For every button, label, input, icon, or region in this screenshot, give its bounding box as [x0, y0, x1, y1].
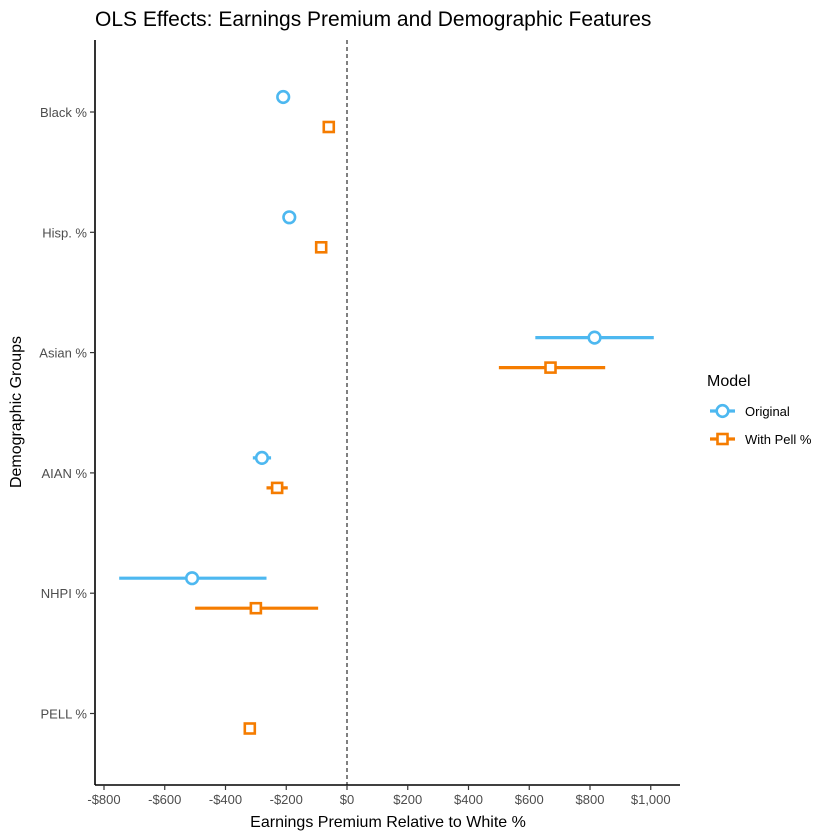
- x-tick-label: $400: [454, 792, 483, 807]
- y-tick-label: NHPI %: [41, 586, 88, 601]
- data-point: [254, 450, 270, 466]
- legend-title: Model: [707, 373, 751, 390]
- x-tick-label: $1,000: [631, 792, 671, 807]
- data-point: [544, 361, 557, 374]
- x-tick-label: $0: [340, 792, 354, 807]
- y-tick-label: Hisp. %: [42, 225, 87, 240]
- plot-area: [94, 40, 680, 786]
- x-tick-label: -$400: [209, 792, 242, 807]
- legend: Model Original With Pell %: [707, 373, 812, 447]
- chart-title: OLS Effects: Earnings Premium and Demogr…: [95, 8, 651, 31]
- y-tick-label: Black %: [40, 105, 87, 120]
- x-tick-label: $600: [515, 792, 544, 807]
- data-point: [184, 571, 200, 586]
- x-tick-label: $800: [576, 792, 605, 807]
- legend-label: With Pell %: [745, 432, 812, 447]
- series-original: [119, 89, 654, 586]
- data-point: [282, 210, 297, 225]
- x-axis-ticks: -$800 -$600 -$400 -$200 $0 $200 $400 $600 $800 $1…: [87, 785, 671, 807]
- y-tick-label: AIAN %: [41, 466, 87, 481]
- data-point: [249, 601, 263, 615]
- y-tick-label: Asian %: [39, 346, 87, 361]
- data-point: [270, 481, 284, 495]
- x-axis-title: Earnings Premium Relative to White %: [250, 814, 526, 831]
- x-tick-label: $200: [393, 792, 422, 807]
- x-tick-label: -$200: [270, 792, 303, 807]
- legend-label: Original: [745, 404, 790, 419]
- x-tick-label: -$800: [87, 792, 120, 807]
- data-point: [314, 241, 328, 254]
- series-with-pell: [195, 120, 606, 735]
- y-axis-title: Demographic Groups: [8, 336, 25, 488]
- legend-key-marker: [716, 432, 729, 446]
- data-point: [276, 89, 291, 105]
- x-tick-label: -$600: [148, 792, 181, 807]
- legend-item: With Pell %: [710, 432, 812, 447]
- legend-key-marker: [715, 403, 730, 419]
- legend-item: Original: [710, 403, 790, 419]
- y-axis-ticks: Black % Hisp. % Asian % AIAN % NHPI % PELL %: [39, 105, 95, 722]
- y-tick-label: PELL %: [41, 707, 88, 722]
- data-point: [243, 722, 257, 735]
- data-point: [587, 330, 602, 345]
- data-point: [322, 120, 336, 134]
